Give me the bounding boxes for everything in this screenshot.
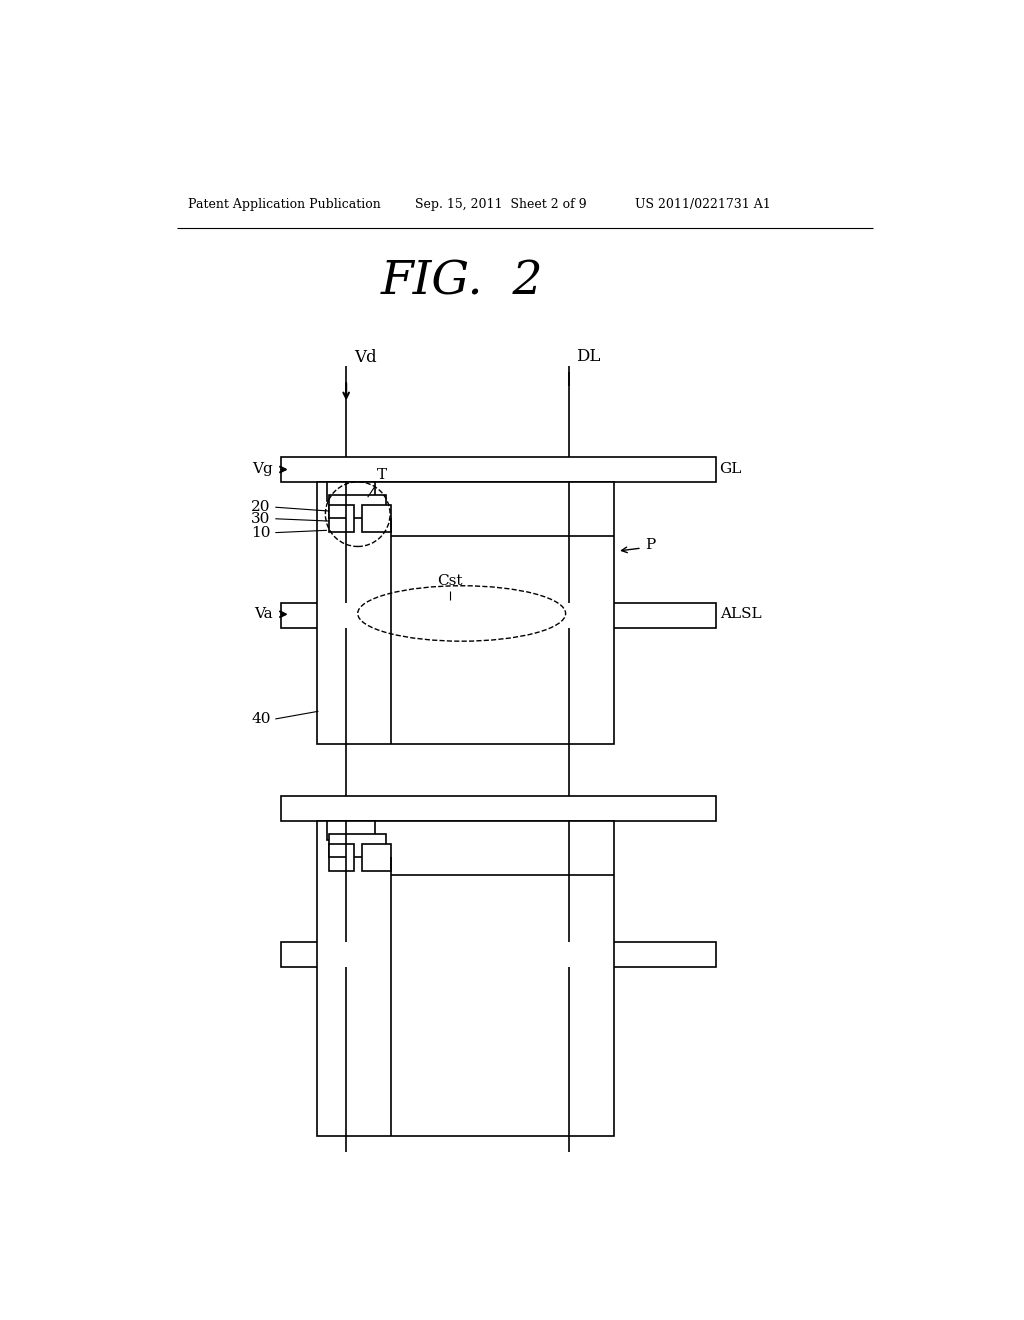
Bar bbox=[327, 821, 376, 840]
Text: Cst: Cst bbox=[437, 574, 463, 589]
Bar bbox=[281, 603, 716, 628]
Text: 20: 20 bbox=[251, 500, 270, 515]
Text: FIG.  2: FIG. 2 bbox=[380, 259, 543, 304]
Text: Vg: Vg bbox=[252, 462, 273, 477]
Text: GL: GL bbox=[720, 462, 742, 477]
Text: Va: Va bbox=[254, 607, 273, 622]
Bar bbox=[281, 796, 716, 821]
Bar bbox=[330, 843, 354, 871]
Text: 40: 40 bbox=[251, 711, 270, 726]
Text: ALSL: ALSL bbox=[720, 607, 761, 622]
Bar bbox=[316, 482, 614, 743]
Text: Patent Application Publication: Patent Application Publication bbox=[188, 198, 381, 211]
Bar bbox=[281, 457, 716, 482]
Text: T: T bbox=[377, 467, 387, 482]
Bar bbox=[281, 942, 716, 966]
Bar bbox=[361, 843, 391, 871]
Text: Vd: Vd bbox=[354, 350, 377, 367]
Bar bbox=[316, 821, 614, 1137]
Text: 30: 30 bbox=[251, 512, 270, 525]
Text: 10: 10 bbox=[251, 525, 270, 540]
Bar bbox=[330, 834, 386, 857]
Bar bbox=[327, 482, 376, 502]
Text: Sep. 15, 2011  Sheet 2 of 9: Sep. 15, 2011 Sheet 2 of 9 bbox=[416, 198, 587, 211]
Bar bbox=[330, 506, 354, 532]
Text: DL: DL bbox=[575, 347, 600, 364]
Bar bbox=[361, 506, 391, 532]
Text: P: P bbox=[645, 539, 655, 552]
Text: US 2011/0221731 A1: US 2011/0221731 A1 bbox=[635, 198, 771, 211]
Bar bbox=[330, 495, 386, 517]
